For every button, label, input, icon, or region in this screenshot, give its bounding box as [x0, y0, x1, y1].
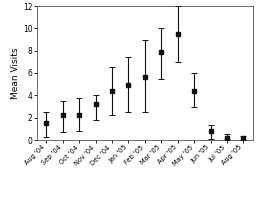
Y-axis label: Mean Visits: Mean Visits — [11, 47, 20, 99]
